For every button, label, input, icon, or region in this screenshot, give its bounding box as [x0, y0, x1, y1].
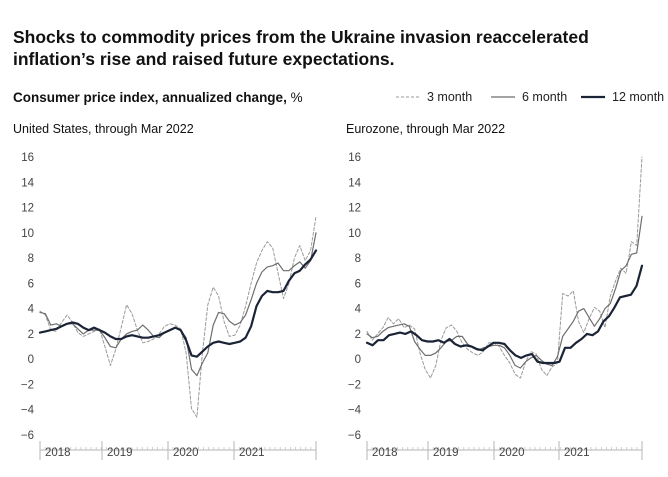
subtitle-text: Consumer price index, annualized change,	[13, 90, 287, 105]
legend-swatch-dashed	[396, 96, 420, 98]
x-tick-label: 2018	[372, 447, 398, 459]
y-tick-label: 10	[21, 228, 34, 240]
y-tick-label: 6	[28, 278, 34, 290]
y-tick-label: 14	[21, 177, 34, 189]
y-tick-label: 8	[355, 253, 361, 265]
x-tick-label: 2021	[564, 447, 590, 459]
y-tick-label: −6	[21, 430, 34, 442]
x-tick-label: 2020	[499, 447, 525, 459]
subtitle-unit: %	[290, 90, 303, 105]
y-tick-label: −4	[348, 405, 362, 417]
chart-title: Shocks to commodity prices from the Ukra…	[13, 27, 589, 69]
y-tick-label: −2	[21, 379, 34, 391]
y-tick-label: 0	[28, 354, 34, 366]
panel-title-us: United States, through Mar 2022	[13, 122, 194, 136]
series-line-3-month	[39, 215, 317, 418]
series-line-3-month	[366, 156, 643, 379]
y-tick-label: 8	[28, 253, 34, 265]
chart-panel-1: 16 14 12 10 8 6 4 2 0 −2 −4 −6 2018 2019 2020 2021	[348, 152, 644, 460]
y-tick-label: 10	[348, 228, 361, 240]
x-tick-label: 2021	[239, 447, 265, 459]
y-tick-label: −4	[21, 405, 35, 417]
y-tick-label: 2	[28, 329, 34, 341]
y-tick-label: 2	[355, 329, 361, 341]
series-line-6-month	[39, 232, 317, 377]
x-tick-label: 2018	[45, 447, 71, 459]
y-tick-label: 16	[21, 152, 34, 164]
legend-label: 3 month	[427, 90, 473, 104]
legend-swatch-thick	[581, 95, 605, 99]
y-tick-label: 4	[355, 304, 362, 316]
y-tick-label: 14	[348, 177, 361, 189]
y-tick-label: −6	[348, 430, 361, 442]
series-line-12-month	[38, 249, 318, 358]
y-tick-label: 12	[21, 203, 34, 215]
panel-title-eurozone: Eurozone, through Mar 2022	[346, 122, 506, 136]
y-tick-label: 0	[355, 354, 361, 366]
y-tick-label: −2	[348, 379, 361, 391]
series-line-6-month	[366, 215, 643, 369]
chart-panel-0: 16 14 12 10 8 6 4 2 0 −2 −4 −6 2018 2019 2020 2021	[21, 152, 318, 460]
legend-label: 12 month	[612, 90, 665, 104]
chart-subtitle: Consumer price index, annualized change,…	[13, 90, 303, 105]
x-tick-label: 2019	[433, 447, 459, 459]
y-tick-label: 12	[348, 203, 361, 215]
y-tick-label: 16	[348, 152, 361, 164]
series-line-12-month	[365, 264, 644, 365]
y-tick-label: 6	[355, 278, 361, 290]
x-tick-label: 2020	[173, 447, 199, 459]
y-tick-label: 4	[28, 304, 35, 316]
legend-label: 6 month	[522, 90, 568, 104]
x-tick-label: 2019	[107, 447, 133, 459]
legend-swatch-thin	[491, 96, 515, 98]
